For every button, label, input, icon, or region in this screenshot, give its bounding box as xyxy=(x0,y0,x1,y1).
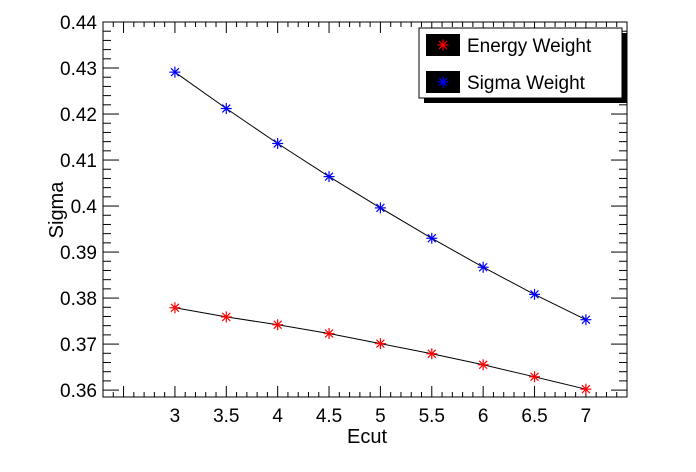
y-tick-label: 0.38 xyxy=(60,289,97,310)
data-point xyxy=(529,371,541,383)
y-tick-label: 0.42 xyxy=(60,105,97,126)
data-point xyxy=(477,359,489,371)
x-tick-label: 3.5 xyxy=(213,406,239,427)
x-tick-label: 6.5 xyxy=(521,406,547,427)
data-point xyxy=(580,383,592,395)
legend: Energy Weight Sigma Weight xyxy=(418,27,627,103)
data-point xyxy=(323,328,335,340)
x-tick-label: 4.5 xyxy=(316,406,342,427)
legend-marker xyxy=(437,76,449,88)
y-tick-label: 0.44 xyxy=(60,13,97,34)
data-point xyxy=(529,288,541,300)
series-layer xyxy=(169,66,592,395)
legend-entry-1: Sigma Weight xyxy=(426,71,586,94)
x-tick-label: 7 xyxy=(581,406,592,427)
data-point xyxy=(580,314,592,326)
data-point xyxy=(323,171,335,183)
legend-label: Energy Weight xyxy=(467,36,592,57)
data-point xyxy=(374,202,386,214)
legend-marker xyxy=(437,39,449,51)
x-tick-label: 5.5 xyxy=(419,406,445,427)
data-point xyxy=(426,232,438,244)
x-tick-label: 3 xyxy=(170,406,181,427)
legend-entry-0: Energy Weight xyxy=(426,34,592,57)
data-point xyxy=(426,348,438,360)
legend-label: Sigma Weight xyxy=(467,73,586,94)
data-point xyxy=(220,103,232,115)
x-tick-label: 6 xyxy=(478,406,489,427)
tick-marks xyxy=(102,21,628,397)
y-axis-title: Sigma xyxy=(46,181,68,239)
series-0 xyxy=(169,302,592,395)
y-tick-label: 0.37 xyxy=(60,335,97,356)
data-point xyxy=(220,311,232,323)
y-tick-label: 0.39 xyxy=(60,243,97,264)
y-tick-labels: 0.36 0.37 0.38 0.39 0.4 0.41 0.42 0.43 0.44 xyxy=(60,13,97,402)
series-1 xyxy=(169,66,592,326)
x-axis-title: Ecut xyxy=(347,426,387,448)
data-point xyxy=(272,137,284,149)
y-tick-label: 0.43 xyxy=(60,59,97,80)
y-tick-label: 0.4 xyxy=(71,197,98,218)
data-point xyxy=(374,338,386,350)
plot-frame xyxy=(102,21,628,398)
y-tick-label: 0.41 xyxy=(60,151,97,172)
data-point xyxy=(477,261,489,273)
data-point xyxy=(169,66,181,78)
x-tick-label: 4 xyxy=(272,406,283,427)
data-point xyxy=(169,302,181,314)
y-tick-label: 0.36 xyxy=(60,381,97,402)
x-tick-labels: 3 3.5 4 4.5 5 5.5 6 6.5 7 xyxy=(170,406,592,427)
data-point xyxy=(272,319,284,331)
x-tick-label: 5 xyxy=(375,406,386,427)
